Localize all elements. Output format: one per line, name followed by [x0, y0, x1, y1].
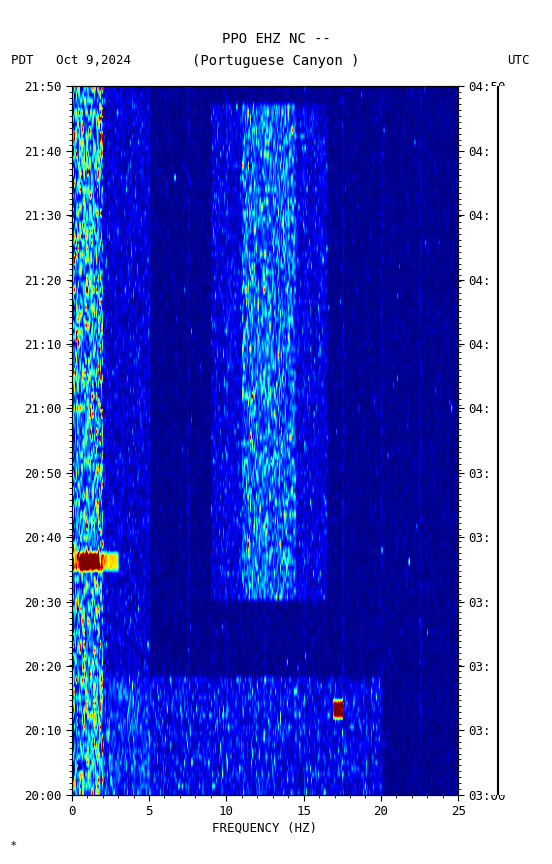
Text: PDT   Oct 9,2024: PDT Oct 9,2024: [11, 54, 131, 67]
X-axis label: FREQUENCY (HZ): FREQUENCY (HZ): [213, 821, 317, 834]
Text: PPO EHZ NC --: PPO EHZ NC --: [221, 32, 331, 46]
Text: (Portuguese Canyon ): (Portuguese Canyon ): [192, 54, 360, 67]
Text: *: *: [11, 841, 17, 851]
Text: UTC: UTC: [507, 54, 530, 67]
